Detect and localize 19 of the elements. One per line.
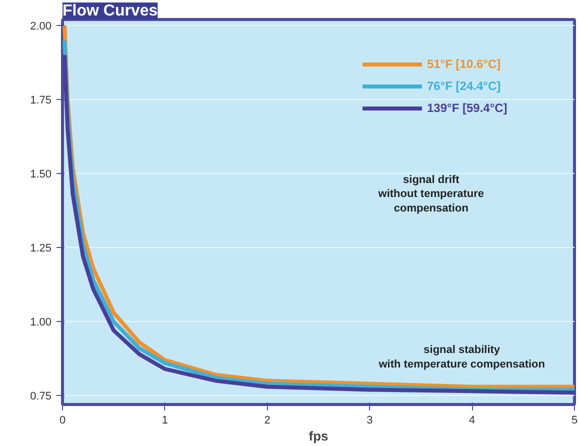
y-tick-label: 1.00 xyxy=(30,316,52,329)
x-tick-label: 1 xyxy=(162,414,168,426)
legend-label: 76°F [24.4°C] xyxy=(427,79,501,93)
y-tick-label: 1.25 xyxy=(30,242,52,255)
legend-label: 139°F [59.4°C] xyxy=(427,101,508,115)
legend-label: 51°F [10.6°C] xyxy=(427,57,501,71)
x-tick-label: 2 xyxy=(264,414,270,426)
x-axis-title: fps xyxy=(308,428,328,444)
x-tick-label: 5 xyxy=(571,414,578,426)
x-tick-label: 0 xyxy=(59,414,66,426)
y-tick-label: 1.75 xyxy=(30,94,52,106)
y-tick-label: 1.50 xyxy=(30,168,52,180)
annotation: signal drift without temperature compensation xyxy=(377,174,484,215)
chart-title: Flow Curves xyxy=(62,2,158,20)
y-tick-label: 2.00 xyxy=(30,20,52,32)
annotation: signal stability with temperature compensation xyxy=(378,344,546,370)
x-tick-label: 3 xyxy=(366,414,373,426)
y-tick-label: 0.75 xyxy=(30,390,52,403)
x-tick-label: 4 xyxy=(469,414,476,426)
